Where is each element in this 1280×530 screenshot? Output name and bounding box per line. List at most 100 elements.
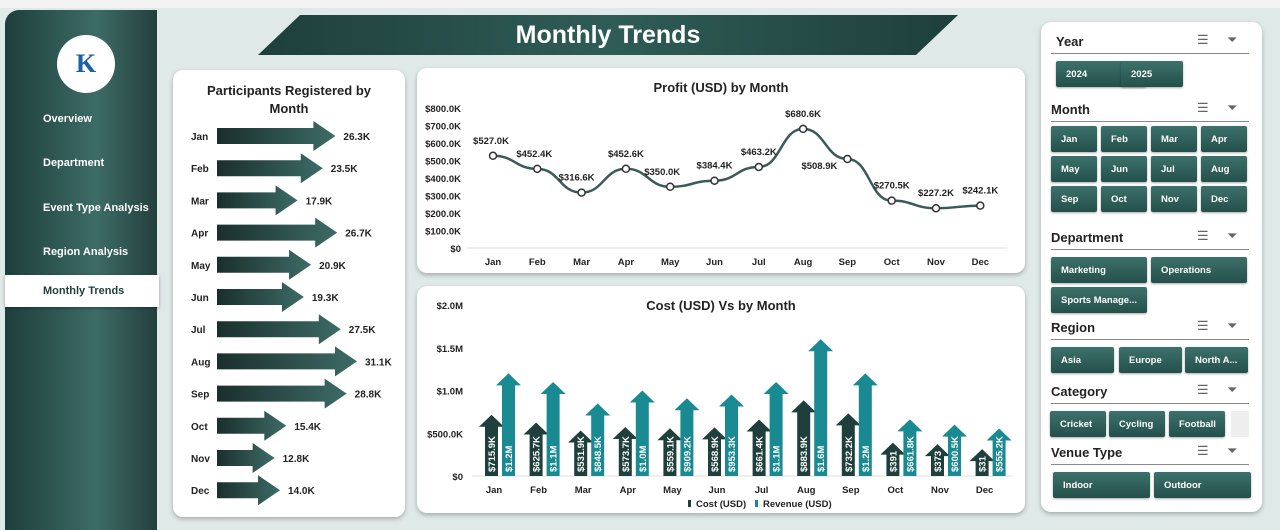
slicer-department-sportsmanage[interactable]: Sports Manage... xyxy=(1051,287,1147,313)
multi-select-icon[interactable]: ☰ xyxy=(1197,318,1209,333)
data-label: $661.8K xyxy=(905,436,916,472)
revenue-bar-oct xyxy=(897,419,923,476)
multi-select-icon[interactable]: ☰ xyxy=(1197,443,1209,458)
nav-item-event-type-analysis[interactable]: Event Type Analysis xyxy=(43,202,149,214)
y-tick: $0 xyxy=(452,472,463,483)
data-label: 14.0K xyxy=(288,486,315,497)
slicer-venue-indoor[interactable]: Indoor xyxy=(1053,472,1150,498)
point-sep xyxy=(843,154,852,164)
slicer-month-nov[interactable]: Nov xyxy=(1151,186,1197,212)
slicer-region-northa[interactable]: North A... xyxy=(1185,347,1248,373)
nav-item-region-analysis[interactable]: Region Analysis xyxy=(43,246,129,258)
slicer-category-football[interactable]: Football xyxy=(1169,411,1225,437)
revenue-bar-jul xyxy=(763,381,789,476)
cost-revenue-chart: $0 $500.0K $1.0M $1.5M $2.0M $715.9K $1.2M Jan $… xyxy=(427,301,1012,510)
month-label: Jan xyxy=(191,132,208,143)
top-bar xyxy=(0,0,1280,8)
data-label: 31.1K xyxy=(365,357,392,368)
slicer-title-category: Category xyxy=(1051,384,1108,399)
data-label: $373 xyxy=(933,451,944,472)
y-tick: $700.0K xyxy=(425,122,461,133)
x-tick: Jun xyxy=(709,485,726,496)
slicer-scroll[interactable] xyxy=(1231,411,1249,437)
multi-select-icon[interactable]: ☰ xyxy=(1197,100,1209,115)
slicer-month-jan[interactable]: Jan xyxy=(1051,126,1097,152)
slicer-month-feb[interactable]: Feb xyxy=(1101,126,1147,152)
data-label: $1.0M xyxy=(638,446,649,472)
x-tick: Oct xyxy=(887,485,904,496)
nav-item-monthly-trends[interactable]: Monthly Trends xyxy=(5,275,159,307)
slicer-category-cricket[interactable]: Cricket xyxy=(1050,411,1106,437)
multi-select-icon[interactable]: ☰ xyxy=(1197,228,1209,243)
y-tick: $500.0K xyxy=(425,157,461,168)
data-label: $316.6K xyxy=(559,173,595,184)
slicer-panel: Year ☰ ⏷ 2024 2025 Month ☰ ⏷ Jan Feb Mar Apr May Jun J… xyxy=(1041,22,1262,512)
data-label: $508.9K xyxy=(801,161,837,172)
divider xyxy=(1051,464,1249,465)
x-tick: Mar xyxy=(573,257,590,268)
data-label: $661.4K xyxy=(755,436,766,472)
clear-filter-icon[interactable]: ⏷ xyxy=(1227,318,1238,333)
y-tick: $2.0M xyxy=(437,301,463,312)
legend-swatch-cost xyxy=(688,500,691,507)
clear-filter-icon[interactable]: ⏷ xyxy=(1227,100,1238,115)
slicer-month-mar[interactable]: Mar xyxy=(1151,126,1197,152)
x-tick: Nov xyxy=(927,257,946,268)
slicer-month-jul[interactable]: Jul xyxy=(1151,156,1197,182)
slicer-region-asia[interactable]: Asia xyxy=(1051,347,1114,373)
data-label: $559.1K xyxy=(665,436,676,472)
data-label: $452.4K xyxy=(516,149,552,160)
revenue-bar-jun xyxy=(719,394,744,476)
revenue-bar-apr xyxy=(629,390,655,476)
bar-dec xyxy=(217,475,281,506)
month-label: Nov xyxy=(191,454,210,465)
clear-filter-icon[interactable]: ⏷ xyxy=(1227,32,1238,47)
point-apr xyxy=(621,164,631,174)
data-label: $1.1M xyxy=(549,446,560,472)
slicer-month-sep[interactable]: Sep xyxy=(1051,186,1097,212)
data-label: $527.0K xyxy=(473,136,509,147)
data-label: $391 xyxy=(888,450,899,472)
legend-revenue: Revenue (USD) xyxy=(763,499,832,510)
slicer-department-operations[interactable]: Operations xyxy=(1151,257,1247,283)
slicer-month-may[interactable]: May xyxy=(1051,156,1097,182)
slicer-month-oct[interactable]: Oct xyxy=(1101,186,1147,212)
slicer-category-cycling[interactable]: Cycling xyxy=(1109,411,1165,437)
nav-item-overview[interactable]: Overview xyxy=(43,113,92,125)
cost-bar-may xyxy=(657,428,683,476)
month-label: Jul xyxy=(191,325,206,336)
y-tick: $500.0K xyxy=(427,429,463,440)
revenue-bar-dec xyxy=(986,428,1012,476)
clear-filter-icon[interactable]: ⏷ xyxy=(1227,443,1238,458)
data-label: 12.8K xyxy=(283,454,310,465)
data-label: $848.5K xyxy=(593,436,604,472)
data-label: 26.7K xyxy=(345,229,372,240)
bar-apr xyxy=(217,217,338,248)
data-label: $350.0K xyxy=(644,167,680,178)
multi-select-icon[interactable]: ☰ xyxy=(1197,32,1209,47)
slicer-month-jun[interactable]: Jun xyxy=(1101,156,1147,182)
x-tick: Dec xyxy=(972,257,989,268)
slicer-month-apr[interactable]: Apr xyxy=(1201,126,1247,152)
nav-item-department[interactable]: Department xyxy=(43,157,105,169)
chart-title: Participants Registered by Month xyxy=(207,83,371,116)
slicer-department-marketing[interactable]: Marketing xyxy=(1051,257,1147,283)
y-tick: $0 xyxy=(450,244,461,255)
cost-bar-feb xyxy=(523,422,549,476)
x-tick: Feb xyxy=(530,485,547,496)
data-label: 19.3K xyxy=(312,293,339,304)
slicer-region-europe[interactable]: Europe xyxy=(1119,347,1182,373)
slicer-venue-outdoor[interactable]: Outdoor xyxy=(1154,472,1251,498)
bar-jun xyxy=(217,282,304,312)
slicer-year-2025[interactable]: 2025 xyxy=(1121,61,1183,87)
slicer-month-dec[interactable]: Dec xyxy=(1201,186,1247,212)
slicer-month-aug[interactable]: Aug xyxy=(1201,156,1247,182)
multi-select-icon[interactable]: ☰ xyxy=(1197,382,1209,397)
clear-filter-icon[interactable]: ⏷ xyxy=(1227,382,1238,397)
point-jan xyxy=(488,151,498,161)
clear-filter-icon[interactable]: ⏷ xyxy=(1227,228,1238,243)
y-tick: $1.5M xyxy=(437,344,463,355)
y-tick: $1.0M xyxy=(437,387,463,398)
x-tick: Jan xyxy=(486,485,503,496)
slicer-title-month: Month xyxy=(1051,102,1090,117)
